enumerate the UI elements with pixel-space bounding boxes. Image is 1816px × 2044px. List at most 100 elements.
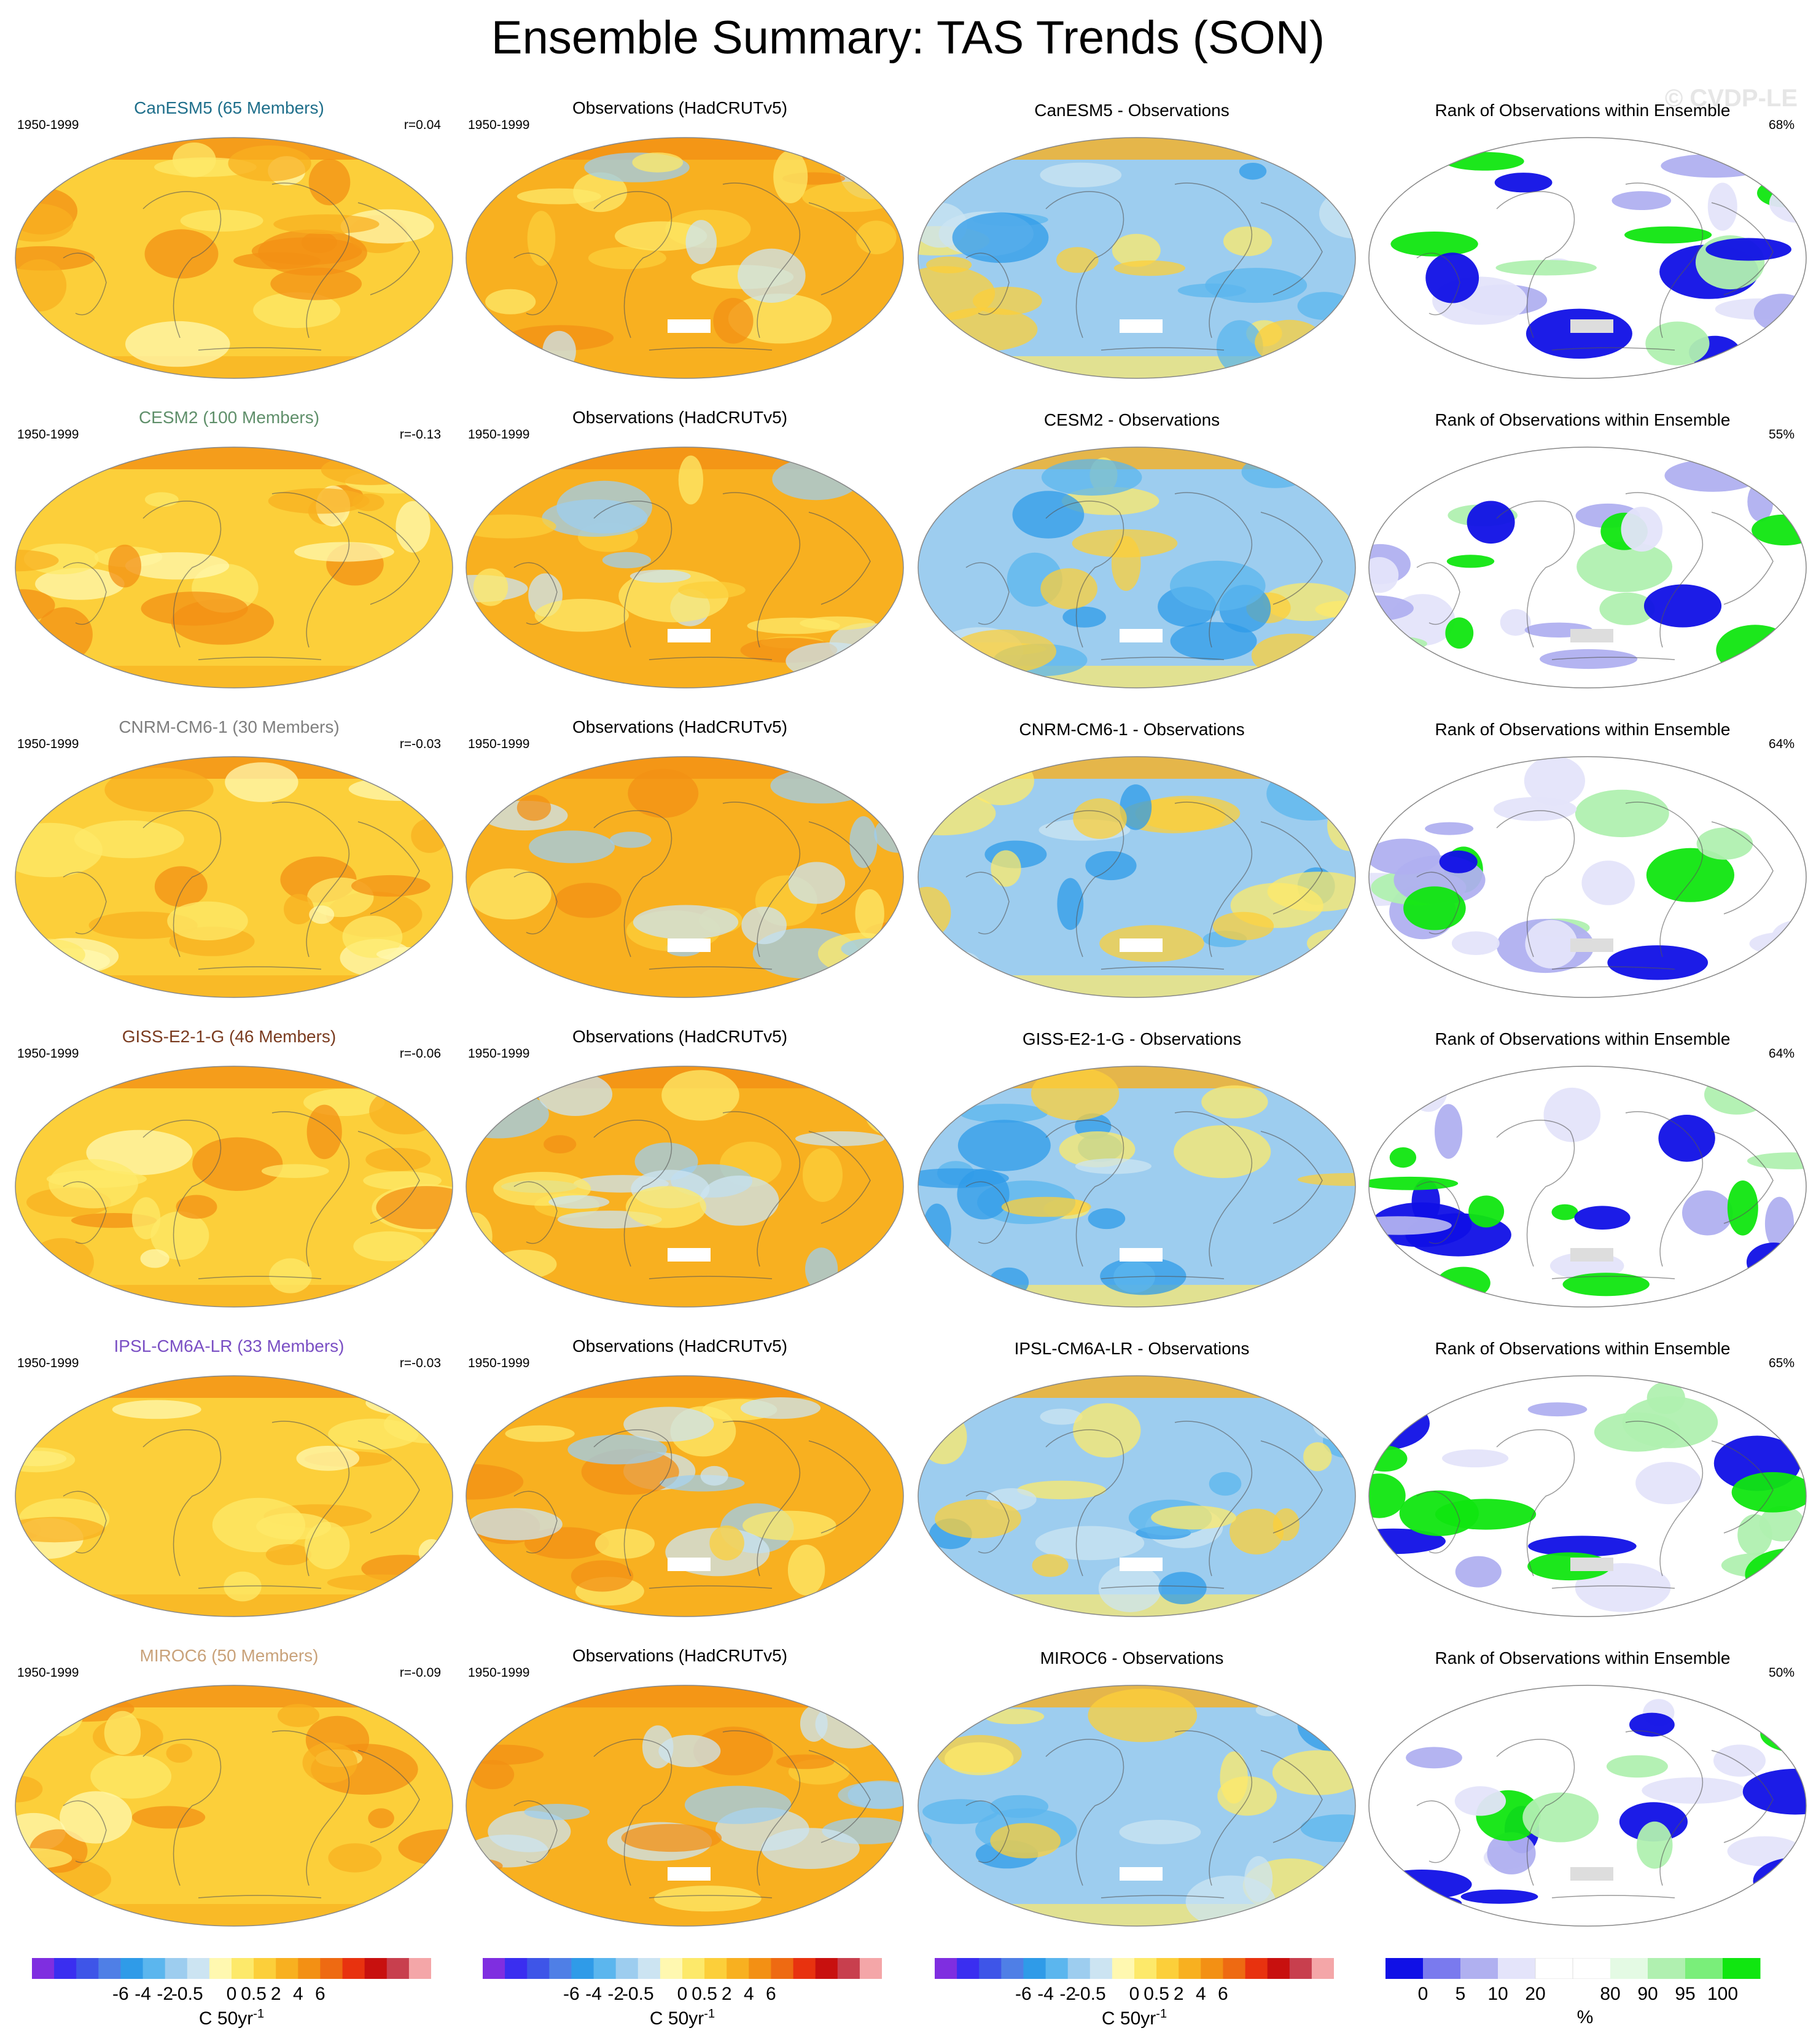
colorbar-tick: 2 [721, 1984, 732, 2004]
colorbar-swatch [1179, 1958, 1201, 1979]
map-obs [466, 447, 904, 688]
panel-rank-row-6: Rank of Observations within Ensemble 50% [1358, 1646, 1807, 1935]
colorbar-unit-exponent: -1 [704, 2007, 715, 2021]
panel-model-row-4: GISS-E2-1-G (46 Members) 1950-1999 r=-0.06 [5, 1027, 453, 1316]
panel-diff-row-1: CanESM5 - Observations [908, 98, 1356, 387]
colorbar-tick: 6 [1218, 1984, 1228, 2004]
colorbar-tick: 0 [226, 1984, 237, 2004]
colorbar-tick: -0.5 [622, 1984, 654, 2004]
diff-title: IPSL-CM6A-LR - Observations [1014, 1339, 1250, 1358]
panel-obs-row-3: Observations (HadCRUTv5) 1950-1999 [456, 717, 904, 1006]
rank-title: Rank of Observations within Ensemble [1435, 1029, 1731, 1048]
panel-obs-row-4: Observations (HadCRUTv5) 1950-1999 [456, 1027, 904, 1316]
colorbar-unit: C 50yr [1101, 2008, 1156, 2029]
map-obs [466, 756, 904, 998]
colorbar-swatch [815, 1958, 838, 1979]
correlation-label: r=0.04 [403, 118, 441, 132]
colorbar-swatch [1610, 1958, 1648, 1979]
colorbar-swatch [1223, 1958, 1245, 1979]
colorbar-swatch [386, 1958, 410, 1979]
colorbar-swatch [254, 1958, 276, 1979]
colorbar-swatch [935, 1958, 957, 1979]
model-title: CESM2 (100 Members) [138, 408, 320, 427]
diff-title: CNRM-CM6-1 - Observations [1019, 720, 1245, 739]
colorbar-swatch [1385, 1958, 1424, 1979]
colorbar-swatch [793, 1958, 816, 1979]
map-rank [1368, 1375, 1807, 1617]
panel-obs-row-6: Observations (HadCRUTv5) 1950-1999 [456, 1646, 904, 1935]
map-rank [1368, 756, 1807, 998]
colorbar-tick: 80 [1600, 1984, 1621, 2004]
colorbar-label: C 50yr-1 [935, 2007, 1334, 2029]
model-title: MIROC6 (50 Members) [139, 1646, 319, 1665]
map-diff [918, 756, 1356, 998]
colorbar-swatch [1112, 1958, 1135, 1979]
colorbar-swatch [593, 1958, 617, 1979]
diff-title: CanESM5 - Observations [1034, 101, 1230, 120]
colorbar-swatch [1201, 1958, 1223, 1979]
colorbar-swatch [1267, 1958, 1290, 1979]
colorbar-tick: -4 [1037, 1984, 1054, 2004]
colorbar-swatch [1001, 1958, 1024, 1979]
colorbar-unit-exponent: -1 [253, 2007, 265, 2021]
model-title: GISS-E2-1-G (46 Members) [122, 1027, 337, 1046]
diff-title: CESM2 - Observations [1043, 410, 1220, 429]
colorbar-swatch [1134, 1958, 1157, 1979]
rank-percent-label: 50% [1768, 1666, 1795, 1680]
colorbar-swatch [1289, 1958, 1312, 1979]
correlation-label: r=-0.06 [399, 1047, 441, 1061]
period-label: 1950-1999 [468, 118, 530, 132]
panel-model-row-5: IPSL-CM6A-LR (33 Members) 1950-1999 r=-0.0… [5, 1336, 453, 1625]
colorbar-tick: -6 [1015, 1984, 1032, 2004]
panel-diff-row-3: CNRM-CM6-1 - Observations [908, 717, 1356, 1006]
colorbar-tick: 0.5 [692, 1984, 717, 2004]
obs-title: Observations (HadCRUTv5) [572, 98, 788, 117]
colorbar-tick: 4 [743, 1984, 754, 2004]
colorbar-tick: 2 [270, 1984, 281, 2004]
colorbar-swatch [142, 1958, 166, 1979]
panel-model-row-2: CESM2 (100 Members) 1950-1999 r=-0.13 [5, 408, 453, 696]
colorbar-tick: 2 [1173, 1984, 1184, 2004]
colorbar-swatch [1572, 1958, 1611, 1979]
colorbar-swatch [1045, 1958, 1069, 1979]
rank-title: Rank of Observations within Ensemble [1435, 1648, 1731, 1668]
rank-title: Rank of Observations within Ensemble [1435, 101, 1731, 120]
colorbar-swatch [1685, 1958, 1723, 1979]
colorbar-tick: 4 [1195, 1984, 1206, 2004]
rank-percent-label: 64% [1768, 737, 1795, 751]
map-diff [918, 1375, 1356, 1617]
colorbar-tick: -6 [563, 1984, 580, 2004]
map-model [15, 756, 453, 998]
panel-rank-row-1: Rank of Observations within Ensemble 68% [1358, 98, 1807, 387]
map-obs [466, 1066, 904, 1308]
map-model [15, 1066, 453, 1308]
model-title: IPSL-CM6A-LR (33 Members) [114, 1336, 345, 1356]
panel-diff-row-4: GISS-E2-1-G - Observations [908, 1027, 1356, 1316]
colorbar-unit: C 50yr [649, 2008, 704, 2029]
obs-title: Observations (HadCRUTv5) [572, 408, 788, 427]
rank-percent-label: 55% [1768, 427, 1795, 442]
colorbar-tick: 4 [292, 1984, 303, 2004]
colorbar-unit: C 50yr [198, 2008, 254, 2029]
colorbar-swatch [837, 1958, 860, 1979]
colorbar-label: % [1576, 2007, 1594, 2027]
colorbar-swatch [1311, 1958, 1334, 1979]
colorbar-swatch [771, 1958, 793, 1979]
colorbar-tick: -2 [157, 1984, 174, 2004]
trend-colorbar: -6 -4 -2 -0.5 0 0.5 2 4 6 C 50yr-1 [935, 1958, 1334, 2032]
colorbar-tick: -4 [134, 1984, 151, 2004]
colorbar-label: C 50yr-1 [32, 2007, 431, 2029]
correlation-label: r=-0.03 [399, 1356, 441, 1370]
rank-percent-label: 64% [1768, 1047, 1795, 1061]
period-label: 1950-1999 [468, 1047, 530, 1061]
period-label: 1950-1999 [17, 737, 79, 751]
period-label: 1950-1999 [17, 118, 79, 132]
colorbar-swatch [1460, 1958, 1498, 1979]
obs-title: Observations (HadCRUTv5) [572, 1336, 788, 1356]
panel-model-row-1: CanESM5 (65 Members) 1950-1999 r=0.04 [5, 98, 453, 387]
colorbar-tick: 20 [1525, 1984, 1546, 2004]
period-label: 1950-1999 [468, 427, 530, 442]
diff-title: MIROC6 - Observations [1040, 1648, 1224, 1668]
colorbar-swatch [571, 1958, 594, 1979]
map-model [15, 1375, 453, 1617]
